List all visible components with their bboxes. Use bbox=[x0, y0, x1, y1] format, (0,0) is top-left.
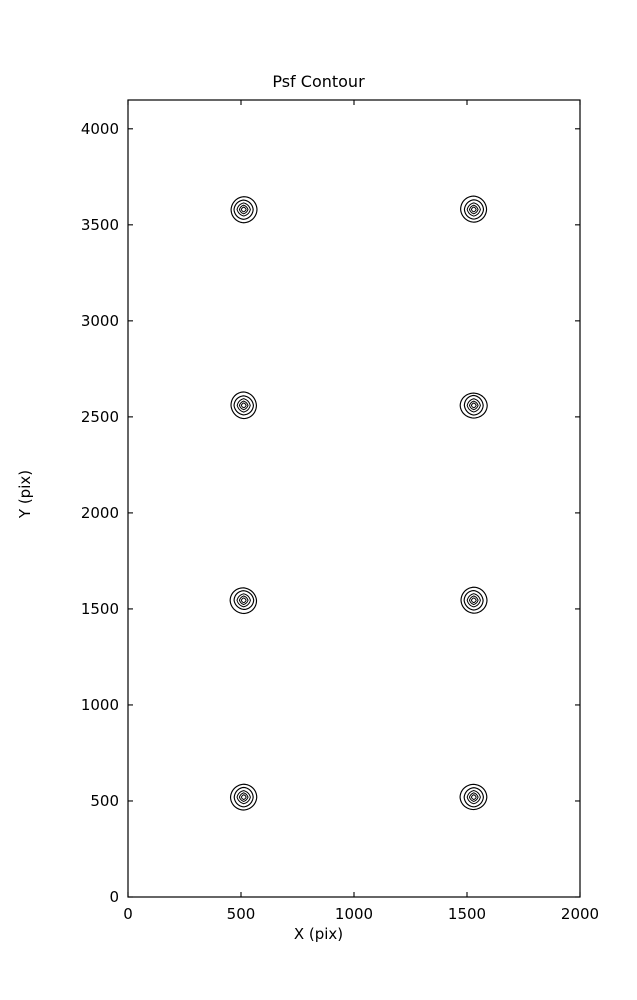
contour-level-3 bbox=[466, 202, 481, 217]
psf-contour-marker bbox=[459, 392, 488, 419]
contour-level-3 bbox=[236, 202, 251, 217]
contour-level-4 bbox=[468, 792, 479, 802]
y-tick: 500 bbox=[90, 792, 580, 810]
psf-contour-marker bbox=[230, 196, 258, 224]
x-tick: 500 bbox=[227, 100, 256, 923]
y-tick-label: 500 bbox=[90, 792, 119, 810]
psf-contour-marker bbox=[459, 783, 488, 811]
contour-level-5 bbox=[470, 597, 477, 604]
x-tick-label: 1500 bbox=[448, 905, 486, 923]
contour-level-4 bbox=[468, 595, 479, 606]
y-tick-label: 2000 bbox=[81, 504, 119, 522]
y-tick: 3500 bbox=[81, 216, 580, 234]
x-tick-label: 500 bbox=[227, 905, 256, 923]
psf-contour-marker bbox=[460, 195, 488, 223]
y-tick: 4000 bbox=[81, 120, 580, 138]
contour-level-2 bbox=[463, 394, 484, 416]
x-tick-label: 0 bbox=[123, 905, 133, 923]
x-tick: 2000 bbox=[561, 100, 599, 923]
contour-level-4 bbox=[238, 204, 249, 215]
contour-level-1 bbox=[460, 195, 488, 223]
contour-level-4 bbox=[238, 595, 249, 606]
y-tick-label: 3500 bbox=[81, 216, 119, 234]
psf-contour-marker bbox=[229, 783, 258, 811]
contour-level-2 bbox=[463, 787, 484, 808]
y-tick: 3000 bbox=[81, 312, 580, 330]
contour-level-4 bbox=[468, 400, 479, 411]
y-tick-label: 1000 bbox=[81, 696, 119, 714]
contour-level-2 bbox=[233, 395, 254, 416]
contour-level-1 bbox=[229, 783, 258, 811]
contour-level-5 bbox=[470, 794, 477, 801]
contour-level-3 bbox=[466, 790, 481, 805]
psf-contour-marker bbox=[230, 391, 257, 420]
x-tick-label: 2000 bbox=[561, 905, 599, 923]
contour-level-3 bbox=[236, 593, 251, 608]
y-tick-label: 0 bbox=[109, 888, 119, 906]
contour-level-1 bbox=[460, 586, 488, 614]
contour-level-3 bbox=[466, 593, 481, 608]
contour-level-4 bbox=[238, 400, 249, 411]
psf-contour-marker bbox=[229, 587, 258, 615]
contour-level-5 bbox=[240, 597, 247, 604]
y-tick-label: 4000 bbox=[81, 120, 119, 138]
contour-level-5 bbox=[470, 206, 477, 213]
contour-level-2 bbox=[463, 199, 485, 220]
contour-level-4 bbox=[238, 792, 249, 802]
y-tick: 2500 bbox=[81, 408, 580, 426]
contour-level-4 bbox=[468, 204, 479, 215]
y-tick: 1500 bbox=[81, 600, 580, 618]
contour-level-3 bbox=[236, 790, 251, 805]
contour-level-5 bbox=[240, 206, 247, 213]
contour-level-3 bbox=[236, 398, 251, 413]
x-tick: 1500 bbox=[448, 100, 486, 923]
y-tick: 2000 bbox=[81, 504, 580, 522]
contour-level-2 bbox=[463, 590, 484, 611]
contour-level-1 bbox=[459, 783, 488, 811]
y-tick-label: 1500 bbox=[81, 600, 119, 618]
contour-level-1 bbox=[230, 391, 257, 420]
contour-level-5 bbox=[240, 402, 247, 409]
x-tick: 0 bbox=[123, 100, 133, 923]
y-tick: 0 bbox=[109, 888, 580, 906]
x-tick-label: 1000 bbox=[335, 905, 373, 923]
contour-level-1 bbox=[459, 392, 488, 419]
y-tick-label: 3000 bbox=[81, 312, 119, 330]
y-tick-label: 2500 bbox=[81, 408, 119, 426]
contour-level-2 bbox=[233, 199, 254, 220]
x-tick: 1000 bbox=[335, 100, 373, 923]
axes-frame bbox=[127, 99, 581, 898]
contour-level-1 bbox=[229, 587, 258, 615]
contour-level-2 bbox=[233, 786, 254, 808]
y-tick: 1000 bbox=[81, 696, 580, 714]
contour-level-2 bbox=[233, 590, 255, 611]
contour-level-5 bbox=[470, 402, 477, 409]
contour-level-3 bbox=[466, 398, 481, 413]
psf-contour-marker bbox=[460, 586, 488, 614]
contour-level-1 bbox=[230, 196, 258, 224]
contour-level-5 bbox=[240, 794, 247, 801]
